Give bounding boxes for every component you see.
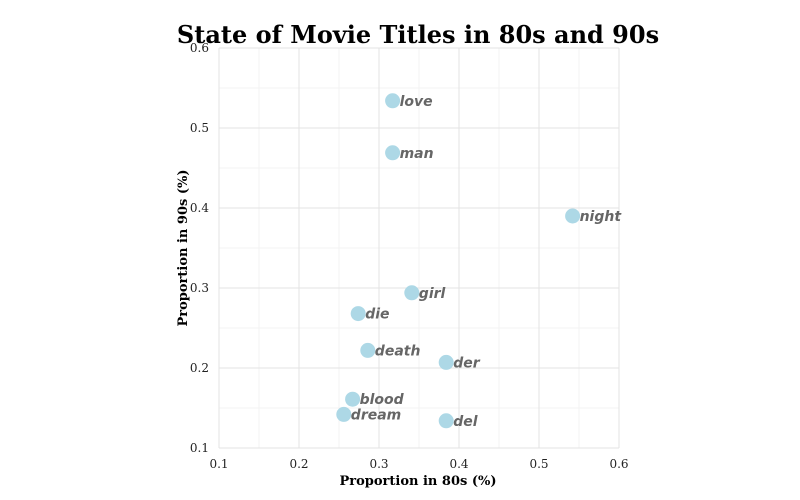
x-tick-label: 0.3 [369, 457, 388, 471]
data-point-del: del [438, 413, 478, 430]
y-tick-label: 0.4 [190, 201, 209, 215]
point-label: man [400, 146, 434, 162]
point-marker [385, 93, 401, 109]
x-tick-label: 0.6 [609, 457, 628, 471]
point-label: girl [419, 286, 446, 302]
data-point-die: die [350, 306, 390, 323]
point-label: blood [360, 392, 405, 408]
point-marker [438, 413, 454, 429]
chart-title: State of Movie Titles in 80s and 90s [177, 20, 659, 49]
data-point-night: night [565, 208, 623, 225]
y-tick-label: 0.6 [190, 41, 209, 55]
x-tick-label: 0.5 [529, 457, 548, 471]
x-axis-label: Proportion in 80s (%) [339, 474, 496, 489]
y-tick-label: 0.3 [190, 281, 209, 295]
data-point-man: man [385, 145, 434, 162]
data-point-der: der [438, 354, 481, 371]
y-axis-ticks: 0.1 0.2 0.3 0.4 0.5 0.6 [190, 41, 209, 455]
y-tick-label: 0.2 [190, 361, 209, 375]
point-label: dream [351, 407, 401, 423]
grid-lines [218, 47, 620, 449]
y-axis-label: Proportion in 90s (%) [176, 169, 191, 326]
point-label: der [453, 355, 481, 371]
point-label: die [365, 307, 389, 323]
point-marker [404, 285, 420, 301]
x-tick-label: 0.2 [289, 457, 308, 471]
point-marker [385, 145, 401, 161]
data-point-love: love [385, 93, 433, 110]
point-label: love [400, 94, 433, 110]
y-tick-label: 0.5 [190, 121, 209, 135]
point-label: night [580, 209, 623, 225]
data-point-blood: blood [345, 391, 405, 408]
point-marker [345, 391, 361, 407]
data-point-girl: girl [404, 285, 446, 302]
point-marker [565, 208, 581, 224]
point-marker [336, 406, 352, 422]
point-label: del [453, 414, 478, 430]
data-point-death: death [360, 342, 421, 359]
point-marker [350, 306, 366, 322]
point-marker [438, 354, 454, 370]
data-point-dream: dream [336, 406, 401, 423]
y-tick-label: 0.1 [190, 441, 209, 455]
point-label: death [375, 343, 421, 359]
point-marker [360, 342, 376, 358]
x-tick-label: 0.4 [449, 457, 468, 471]
x-axis-ticks: 0.1 0.2 0.3 0.4 0.5 0.6 [209, 457, 628, 471]
x-tick-label: 0.1 [209, 457, 228, 471]
